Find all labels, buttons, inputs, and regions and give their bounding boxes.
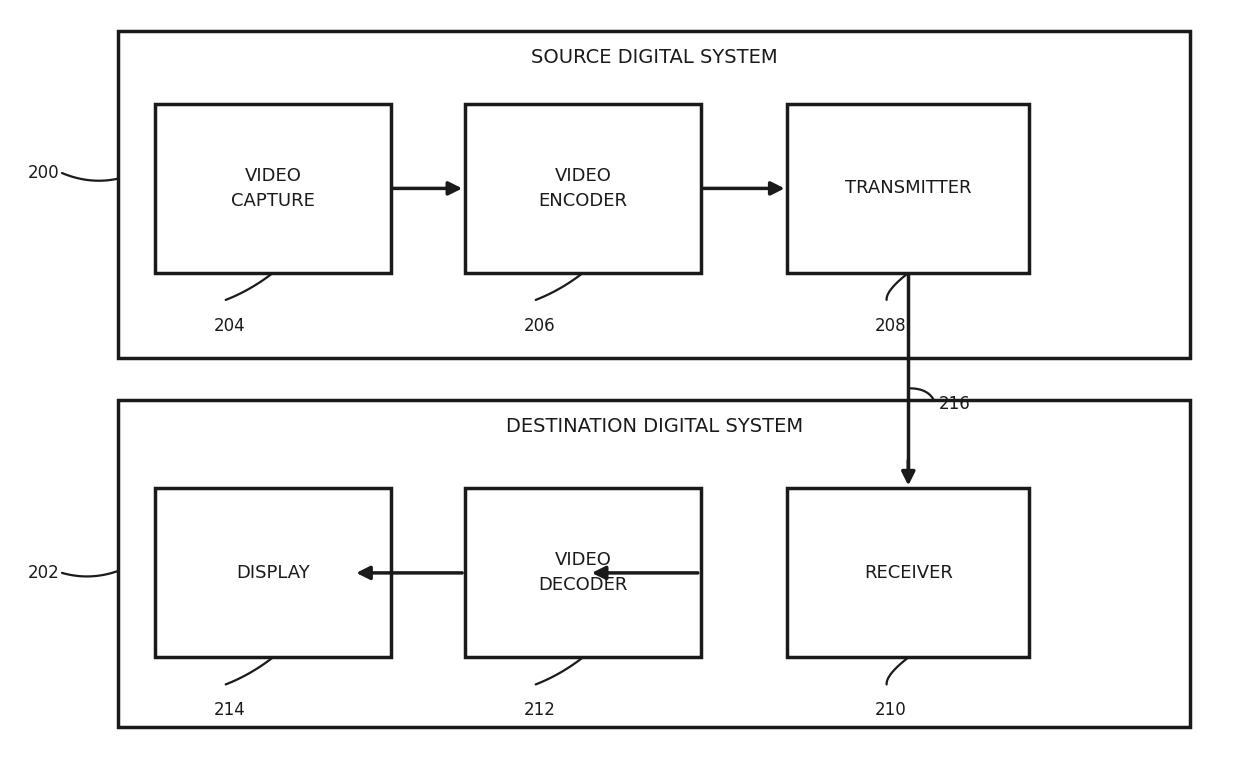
Text: 212: 212	[523, 701, 556, 719]
Bar	[787, 488, 1029, 657]
Bar	[118, 400, 1190, 727]
Text: VIDEO
ENCODER: VIDEO ENCODER	[538, 167, 627, 210]
Text: RECEIVER: RECEIVER	[864, 564, 952, 582]
Text: TRANSMITTER: TRANSMITTER	[844, 179, 972, 198]
Bar	[787, 104, 1029, 273]
Text: 210: 210	[874, 701, 906, 719]
Bar	[118, 31, 1190, 358]
Text: 204: 204	[213, 317, 246, 335]
Text: SOURCE DIGITAL SYSTEM: SOURCE DIGITAL SYSTEM	[532, 48, 777, 67]
Text: 208: 208	[874, 317, 906, 335]
Text: 214: 214	[213, 701, 246, 719]
Text: 202: 202	[27, 564, 60, 582]
Text: DISPLAY: DISPLAY	[236, 564, 310, 582]
Text: 216: 216	[939, 394, 971, 413]
Bar	[155, 104, 391, 273]
Text: VIDEO
DECODER: VIDEO DECODER	[538, 551, 627, 594]
Text: 200: 200	[27, 164, 60, 182]
Text: DESTINATION DIGITAL SYSTEM: DESTINATION DIGITAL SYSTEM	[506, 418, 804, 436]
Bar	[465, 488, 701, 657]
Text: VIDEO
CAPTURE: VIDEO CAPTURE	[231, 167, 315, 210]
Bar	[155, 488, 391, 657]
Bar	[465, 104, 701, 273]
Text: 206: 206	[523, 317, 556, 335]
